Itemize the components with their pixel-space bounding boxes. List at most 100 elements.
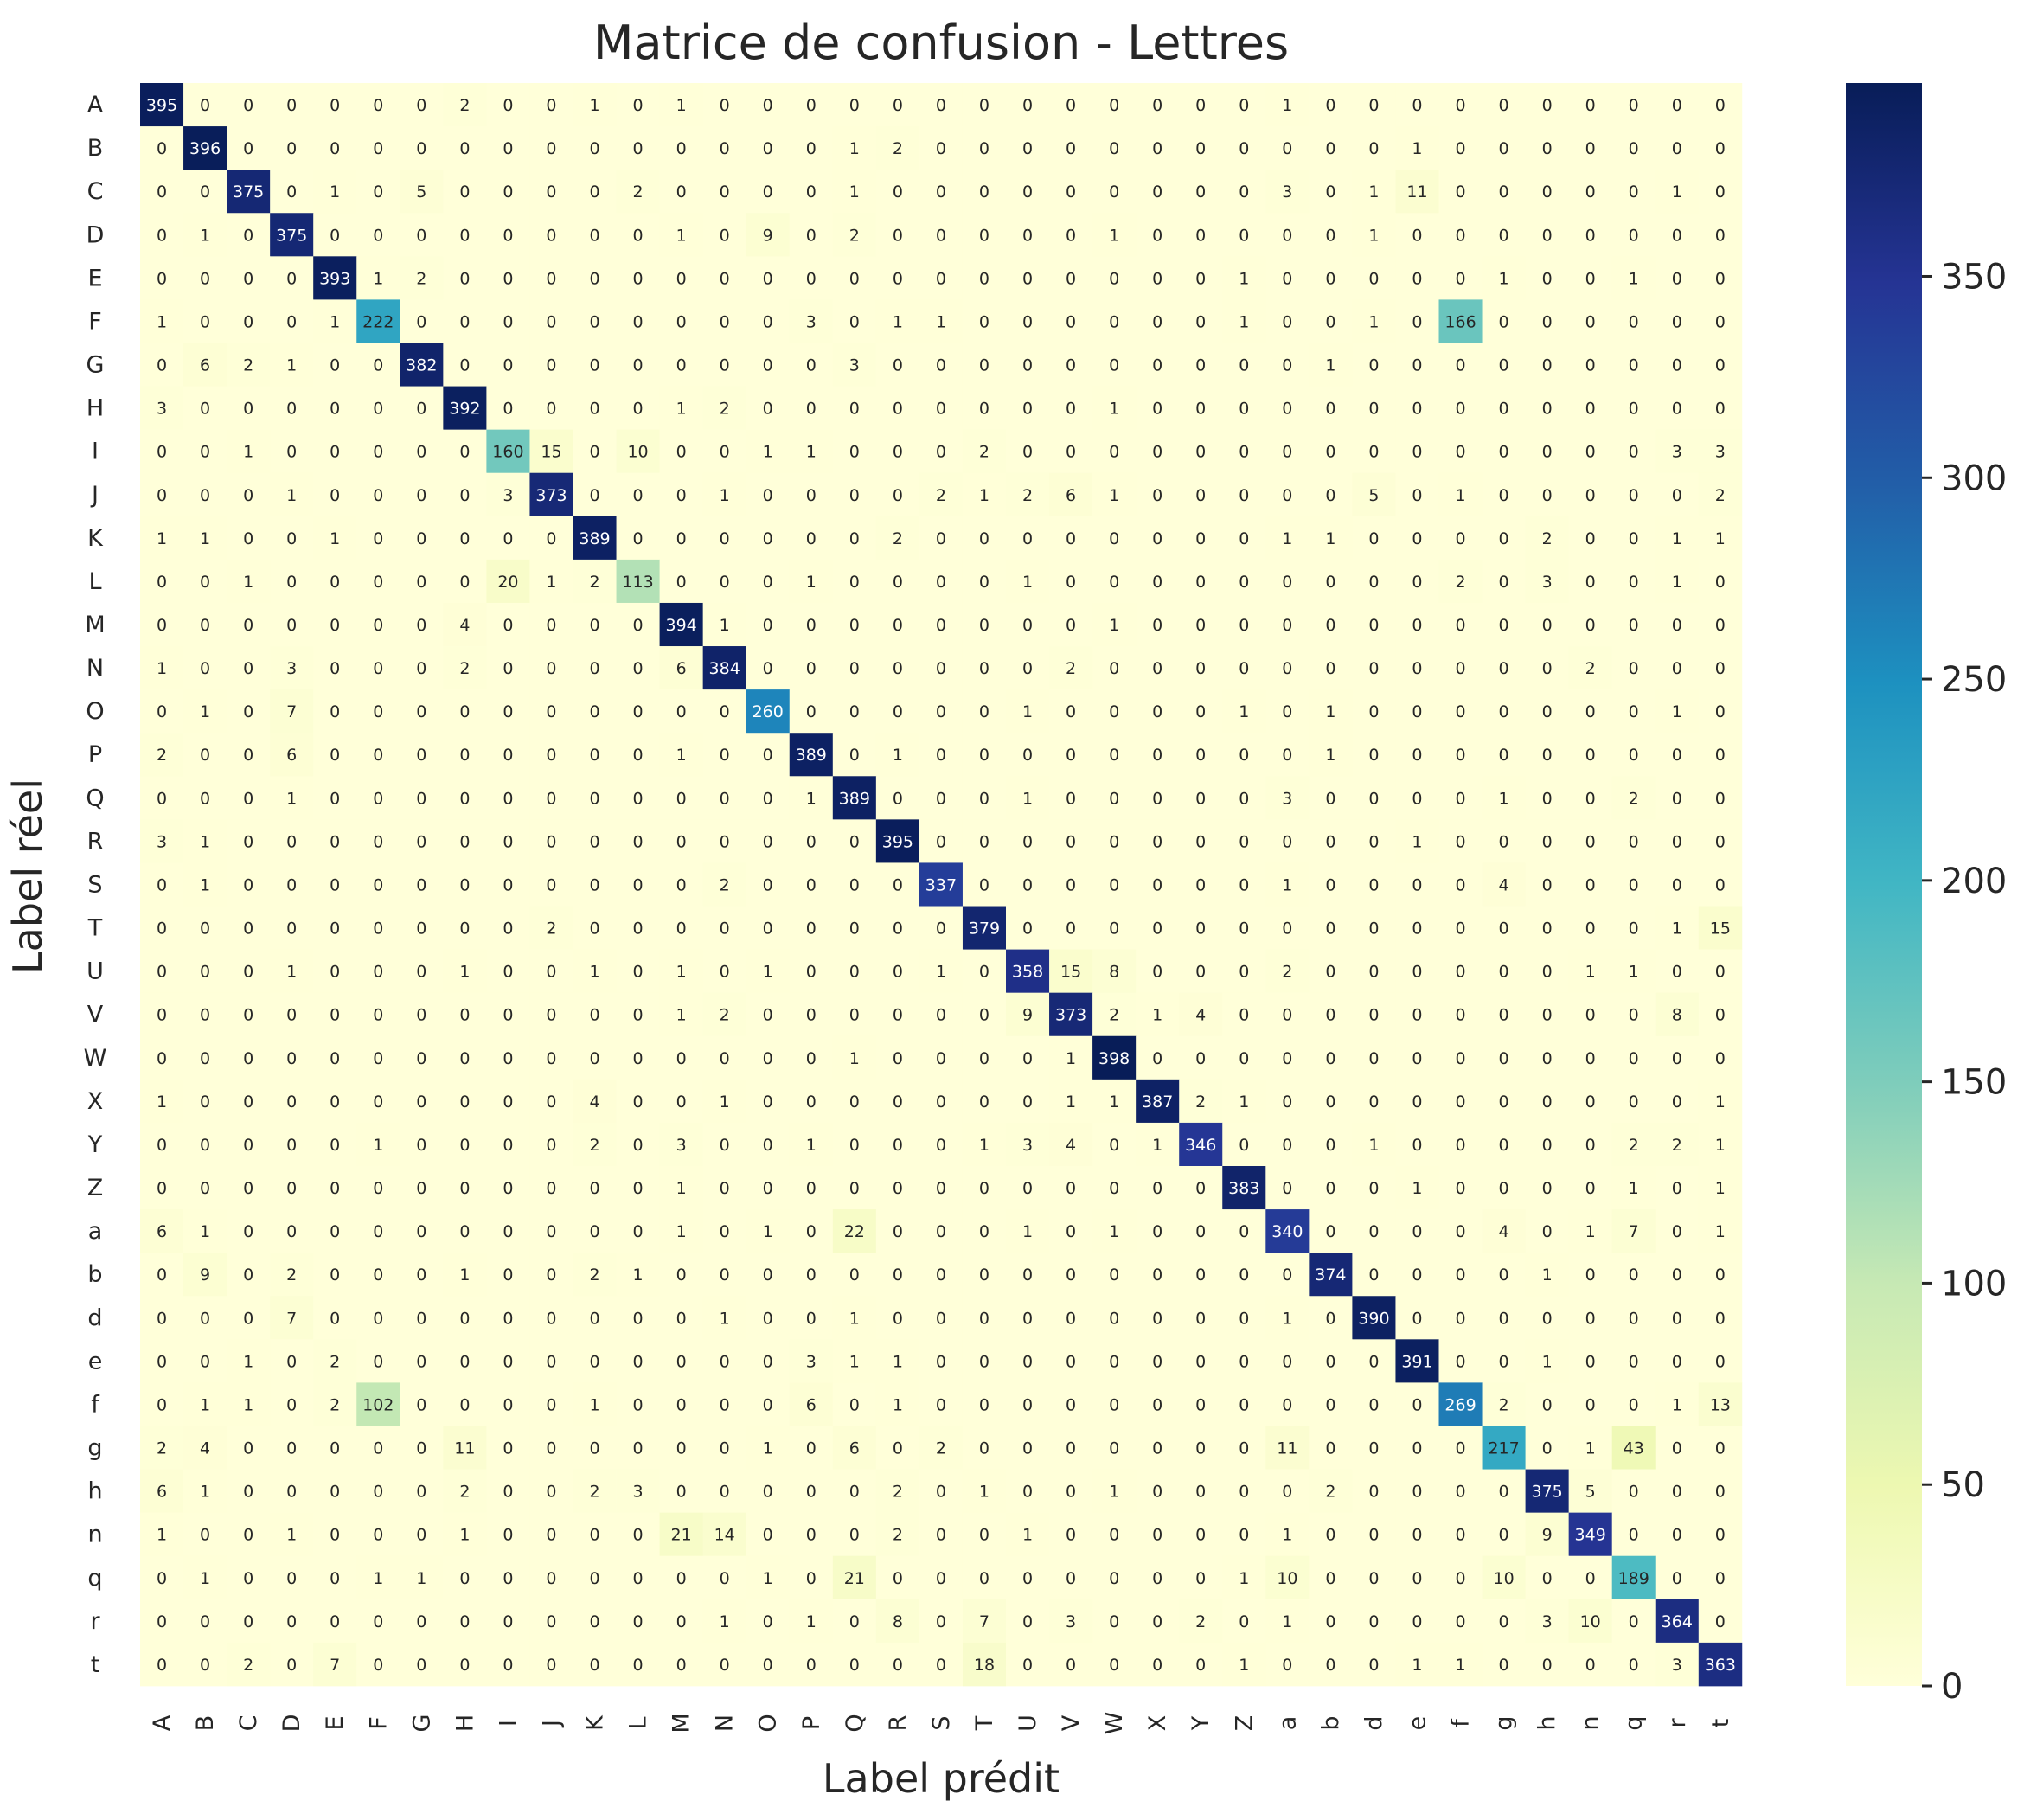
cell-value-label: 0 (720, 573, 730, 592)
cell-value-label: 0 (849, 1612, 860, 1631)
heatmap-cell-P-F (356, 733, 400, 777)
heatmap-cell-Q-W (1092, 776, 1137, 820)
heatmap-cell-h-a (1265, 1469, 1310, 1514)
heatmap-cell-Q-K (573, 776, 617, 820)
cell-value-label: 0 (1066, 1569, 1076, 1588)
cell-value-label: 1 (720, 486, 730, 505)
y-tick-label: h (87, 1478, 102, 1505)
heatmap-cell-G-C (227, 343, 271, 387)
heatmap-cell-P-W (1092, 733, 1137, 777)
cell-value-label: 0 (1542, 1569, 1553, 1588)
cell-value-label: 0 (1282, 443, 1292, 462)
cell-value-label: 0 (720, 1136, 730, 1155)
heatmap-cell-B-F (356, 126, 400, 170)
heatmap-cell-S-A (140, 862, 184, 907)
heatmap-cell-e-T (962, 1339, 1007, 1383)
heatmap-cell-b-O (746, 1253, 791, 1297)
cell-value-label: 0 (243, 1612, 253, 1631)
heatmap-cell-E-n (1568, 256, 1613, 300)
heatmap-cell-N-S (919, 646, 964, 690)
heatmap-cell-M-C (227, 602, 271, 647)
cell-value-label: 0 (459, 1612, 470, 1631)
cell-value-label: 1 (243, 443, 253, 462)
heatmap-cell-P-D (270, 733, 314, 777)
cell-value-label: 0 (979, 1309, 989, 1328)
cell-value-label: 0 (157, 573, 167, 592)
heatmap-cell-Z-f (1438, 1166, 1483, 1210)
cell-value-label: 0 (1412, 920, 1422, 939)
heatmap-cell-U-b (1309, 949, 1353, 994)
heatmap-cell-d-O (746, 1296, 791, 1340)
cell-value-label: 0 (893, 702, 903, 721)
heatmap-cell-D-q (1611, 213, 1656, 257)
heatmap-cell-S-n (1568, 862, 1613, 907)
cell-value-label: 0 (286, 1222, 297, 1241)
heatmap-cell-g-Z (1222, 1426, 1266, 1470)
cell-value-label: 0 (1152, 1612, 1162, 1631)
heatmap-cell-T-b (1309, 906, 1353, 950)
cell-value-label: 0 (200, 400, 210, 419)
cell-value-label: 9 (1022, 1006, 1033, 1025)
heatmap-cell-h-J (529, 1469, 573, 1514)
cell-value-label: 1 (330, 312, 340, 331)
cell-value-label: 0 (589, 832, 599, 851)
heatmap-cell-a-J (529, 1209, 573, 1253)
heatmap-cell-X-a (1265, 1079, 1310, 1124)
cell-value-label: 2 (720, 875, 730, 894)
heatmap-cell-b-F (356, 1253, 400, 1297)
heatmap-cell-Q-q (1611, 776, 1656, 820)
cell-value-label: 0 (243, 1483, 253, 1502)
heatmap-cell-U-N (702, 949, 747, 994)
cell-value-label: 0 (979, 183, 989, 202)
cell-value-label: 0 (893, 659, 903, 678)
heatmap-cell-M-a (1265, 602, 1310, 647)
heatmap-cell-O-C (227, 689, 271, 734)
heatmap-cell-h-N (702, 1469, 747, 1514)
cell-value-label: 0 (1368, 1439, 1379, 1458)
heatmap-cell-X-N (702, 1079, 747, 1124)
cell-value-label: 6 (200, 356, 210, 375)
heatmap-cell-f-G (400, 1382, 444, 1426)
cell-value-label: 0 (330, 486, 340, 505)
cell-value-label: 1 (286, 789, 297, 808)
heatmap-cell-L-J (529, 559, 573, 604)
cell-value-label: 0 (1022, 226, 1033, 245)
heatmap-cell-M-r (1655, 602, 1700, 647)
cell-value-label: 0 (1672, 616, 1682, 635)
heatmap-cell-q-B (183, 1555, 227, 1600)
cell-value-label: 358 (1012, 963, 1043, 982)
cell-value-label: 1 (1239, 702, 1249, 721)
heatmap-cell-T-H (443, 906, 487, 950)
cell-value-label: 15 (1060, 963, 1081, 982)
cell-value-label: 0 (373, 183, 383, 202)
cell-value-label: 0 (979, 1569, 989, 1588)
cell-value-label: 0 (1109, 443, 1119, 462)
heatmap-cell-Q-r (1655, 776, 1700, 820)
heatmap-cell-M-b (1309, 602, 1353, 647)
heatmap-cell-Y-r (1655, 1122, 1700, 1167)
heatmap-cell-M-A (140, 602, 184, 647)
cell-value-label: 1 (1022, 1526, 1033, 1545)
cell-value-label: 0 (893, 183, 903, 202)
cell-value-label: 0 (1412, 312, 1422, 331)
cell-value-label: 1 (1672, 573, 1682, 592)
y-tick-label: H (86, 395, 104, 422)
cell-value-label: 0 (1152, 1656, 1162, 1675)
cell-value-label: 0 (1499, 1656, 1509, 1675)
cell-value-label: 0 (676, 573, 687, 592)
heatmap-cell-h-K (573, 1469, 617, 1514)
heatmap-cell-e-t (1698, 1339, 1743, 1383)
cell-value-label: 396 (189, 139, 221, 158)
heatmap-cell-E-f (1438, 256, 1483, 300)
heatmap-cell-P-r (1655, 733, 1700, 777)
heatmap-cell-d-n (1568, 1296, 1613, 1340)
cell-value-label: 0 (1368, 1395, 1379, 1414)
heatmap-cell-N-U (1006, 646, 1050, 690)
heatmap-cell-X-D (270, 1079, 314, 1124)
cell-value-label: 0 (546, 1526, 556, 1545)
cell-value-label: 0 (1325, 443, 1335, 462)
heatmap-cell-E-b (1309, 256, 1353, 300)
y-tick-label: f (91, 1391, 100, 1418)
cell-value-label: 0 (849, 702, 860, 721)
